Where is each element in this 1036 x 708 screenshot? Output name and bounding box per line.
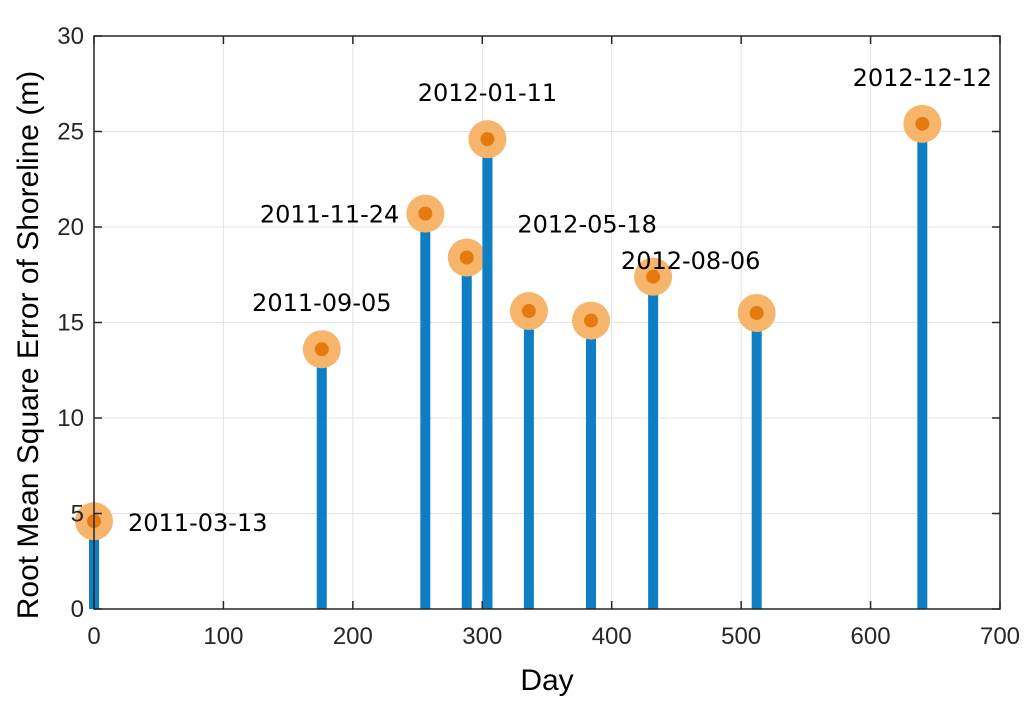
x-tick-label: 700	[980, 623, 1020, 650]
x-axis-label: Day	[520, 664, 573, 697]
y-tick-label: 0	[71, 596, 84, 623]
date-annotation: 2011-09-05	[252, 289, 391, 317]
axes	[93, 35, 1001, 610]
y-tick-label: 30	[57, 23, 84, 50]
y-tick-label: 20	[57, 214, 84, 241]
stem-marker	[521, 304, 536, 319]
stem-marker	[480, 132, 495, 147]
x-tick-label: 100	[203, 623, 243, 650]
x-tick-label: 400	[592, 623, 632, 650]
date-annotation: 2011-03-13	[128, 509, 267, 537]
y-tick-label: 5	[71, 501, 84, 528]
date-annotation: 2011-11-24	[260, 201, 399, 229]
y-axis-label: Root Mean Square Error of Shoreline (m)	[12, 71, 45, 620]
x-tick-label: 600	[851, 623, 891, 650]
stem-marker	[915, 116, 930, 131]
x-tick-label: 0	[87, 623, 100, 650]
x-tick-label: 500	[721, 623, 761, 650]
date-annotation: 2012-08-06	[621, 247, 760, 275]
x-tick-label: 200	[333, 623, 373, 650]
stem-marker	[749, 305, 764, 320]
stem-marker	[418, 206, 433, 221]
stem-marker	[314, 342, 329, 357]
stem-marker	[584, 313, 599, 328]
y-tick-label: 25	[57, 119, 84, 146]
stem-marker	[459, 250, 474, 265]
tick-labels: 0 100 200 300 400 500 600 700 0 5 10 15 20 25 30	[57, 23, 1020, 650]
y-tick-label: 10	[57, 405, 84, 432]
y-tick-label: 15	[57, 310, 84, 337]
stem-marker	[646, 269, 661, 284]
date-annotations: 2011-03-13 2011-09-05 2011-11-24 2012-01-11…	[128, 64, 992, 537]
date-annotation: 2012-05-18	[517, 211, 656, 239]
date-annotation: 2012-01-11	[418, 79, 557, 107]
date-annotation: 2012-12-12	[853, 64, 992, 92]
x-tick-label: 300	[462, 623, 502, 650]
